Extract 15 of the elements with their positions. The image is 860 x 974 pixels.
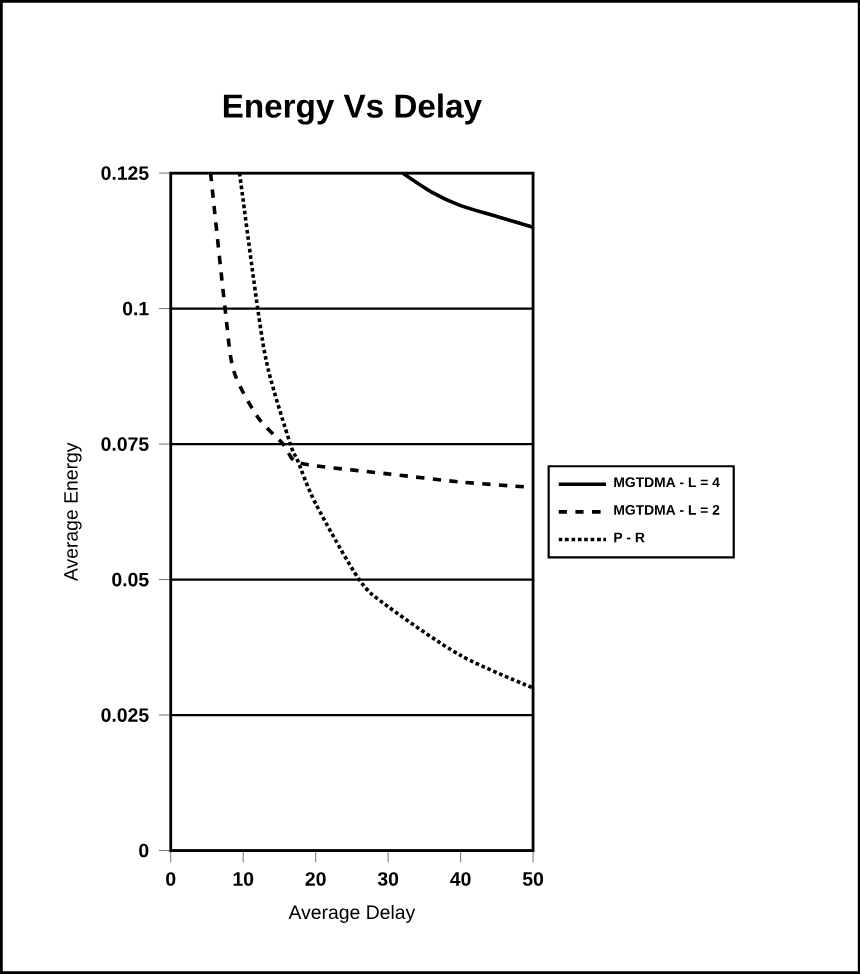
y-tick-label: 0.05 — [111, 572, 149, 587]
y-tick-label: 0.075 — [101, 437, 149, 451]
chart-title: Energy Vs Delay — [223, 93, 482, 125]
y-tick-label: 0.1 — [122, 301, 149, 316]
y-axis-title: Average Energy — [64, 442, 82, 582]
y-tick-label: 0.025 — [101, 708, 149, 722]
y-tick-label: 0 — [138, 843, 149, 858]
x-axis-title: Average Delay — [288, 904, 415, 923]
x-tick-label: 20 — [305, 872, 326, 886]
x-tick-label: 0 — [165, 872, 176, 886]
y-tick-label: 0.125 — [101, 166, 149, 180]
x-tick-label: 50 — [522, 872, 543, 886]
x-tick-label: 10 — [233, 872, 253, 886]
x-tick-label: 30 — [377, 872, 398, 886]
x-tick-label: 40 — [449, 872, 471, 886]
